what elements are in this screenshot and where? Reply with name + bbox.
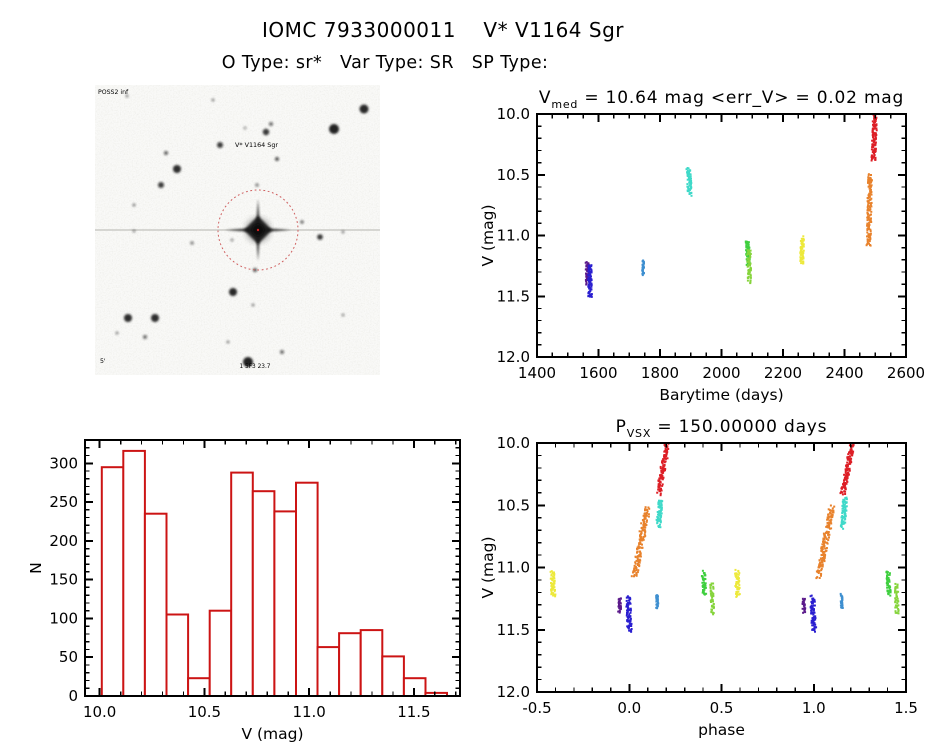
data-points	[549, 443, 900, 633]
plot-axes	[536, 442, 907, 693]
y-tick-label: 11.0	[497, 559, 530, 577]
y-tick-label: 11.5	[497, 287, 530, 305]
chart-title: PVSX​ = 150.00000 days	[616, 417, 828, 440]
coords-label: 1 5F3 23.7	[240, 364, 271, 370]
chart-title: Vmed​ = 10.64 mag <err_V> = 0.02 mag	[539, 88, 904, 111]
y-tick-label: 10.0	[497, 434, 530, 452]
field-stars	[115, 94, 369, 367]
x-axis-label: phase	[698, 721, 745, 739]
plot-content	[584, 114, 878, 298]
x-tick-label: -0.5	[522, 699, 551, 717]
y-axis-label: V (mag)	[479, 204, 497, 266]
y-tick-label: 250	[49, 493, 78, 511]
y-tick-label: 12.0	[497, 683, 530, 701]
x-tick-label: 2000	[702, 364, 740, 382]
y-tick-label: 12.0	[497, 348, 530, 366]
x-tick-label: 1800	[641, 364, 679, 382]
plot-content	[100, 449, 448, 696]
y-tick-label: 11.0	[497, 227, 530, 245]
y-tick-label: 10.0	[497, 105, 530, 123]
y-tick-label: 200	[49, 532, 78, 550]
x-tick-label: 1.5	[894, 699, 918, 717]
histogram-canvas: 10.0 10.5 11.0 11.5 0 50 100 150 200 250 300 V (mag…	[27, 439, 461, 743]
y-tick-label: 11.5	[497, 621, 530, 639]
page-subtitle: O Type: sr* Var Type: SR SP Type:	[221, 53, 549, 73]
lightcurve-canvas: 1400 1600 1800 2000 2200 2400 2600 10.0 10.5 11.0…	[479, 88, 925, 404]
scale-label: 5'	[100, 358, 106, 365]
y-tick-label: 10.5	[497, 496, 530, 514]
data-points	[584, 114, 878, 298]
phase-canvas: -0.5 0.0 0.5 1.0 1.5 10.0 10.5 11.0 11.5 12.0 phas…	[479, 417, 918, 739]
x-tick-label: 2600	[887, 364, 925, 382]
y-tick-label: 0	[68, 687, 78, 705]
magnitude-histogram: 10.0 10.5 11.0 11.5 0 50 100 150 200 250 300 V (mag…	[27, 428, 470, 747]
x-axis-label: V (mag)	[241, 725, 303, 743]
y-tick-label: 50	[59, 648, 78, 666]
x-tick-label: 10.5	[188, 703, 221, 721]
phase-folded-plot: -0.5 0.0 0.5 1.0 1.5 10.0 10.5 11.0 11.5 12.0 phas…	[470, 408, 944, 747]
y-axis-label: V (mag)	[479, 536, 497, 598]
page-title: IOMC 7933000011 V* V1164 Sgr	[262, 18, 624, 42]
plot-axes	[536, 113, 907, 358]
finder-chart: POSS2 inf V* V1164 Sgr 1 5F3 23.7 5'	[95, 85, 380, 375]
x-tick-label: 2200	[764, 364, 802, 382]
y-axis-label: N	[30, 562, 45, 574]
y-tick-label: 10.5	[497, 166, 530, 184]
x-tick-label: 1400	[518, 364, 556, 382]
target-label: V* V1164 Sgr	[235, 141, 278, 149]
y-tick-label: 300	[49, 454, 78, 472]
source-center-dot	[256, 228, 260, 232]
x-tick-label: 1600	[579, 364, 617, 382]
plot-content	[549, 443, 900, 633]
x-tick-label: 11.0	[292, 703, 325, 721]
x-axis-label: Barytime (days)	[659, 386, 783, 404]
y-tick-label: 150	[49, 571, 78, 589]
survey-label: POSS2 inf	[98, 89, 129, 96]
x-tick-label: 0.0	[617, 699, 641, 717]
x-tick-label: 1.0	[802, 699, 826, 717]
y-tick-label: 100	[49, 609, 78, 627]
lightcurve-plot: 1400 1600 1800 2000 2200 2400 2600 10.0 10.5 11.0…	[470, 88, 944, 408]
histogram-bars	[100, 449, 448, 696]
source-marker-circle	[217, 189, 299, 271]
x-tick-label: 0.5	[710, 699, 734, 717]
x-tick-label: 10.0	[83, 703, 116, 721]
x-tick-label: 11.5	[397, 703, 430, 721]
x-tick-label: 2400	[825, 364, 863, 382]
plot-axes	[84, 439, 461, 697]
finder-canvas: POSS2 inf V* V1164 Sgr 1 5F3 23.7 5'	[95, 85, 380, 375]
